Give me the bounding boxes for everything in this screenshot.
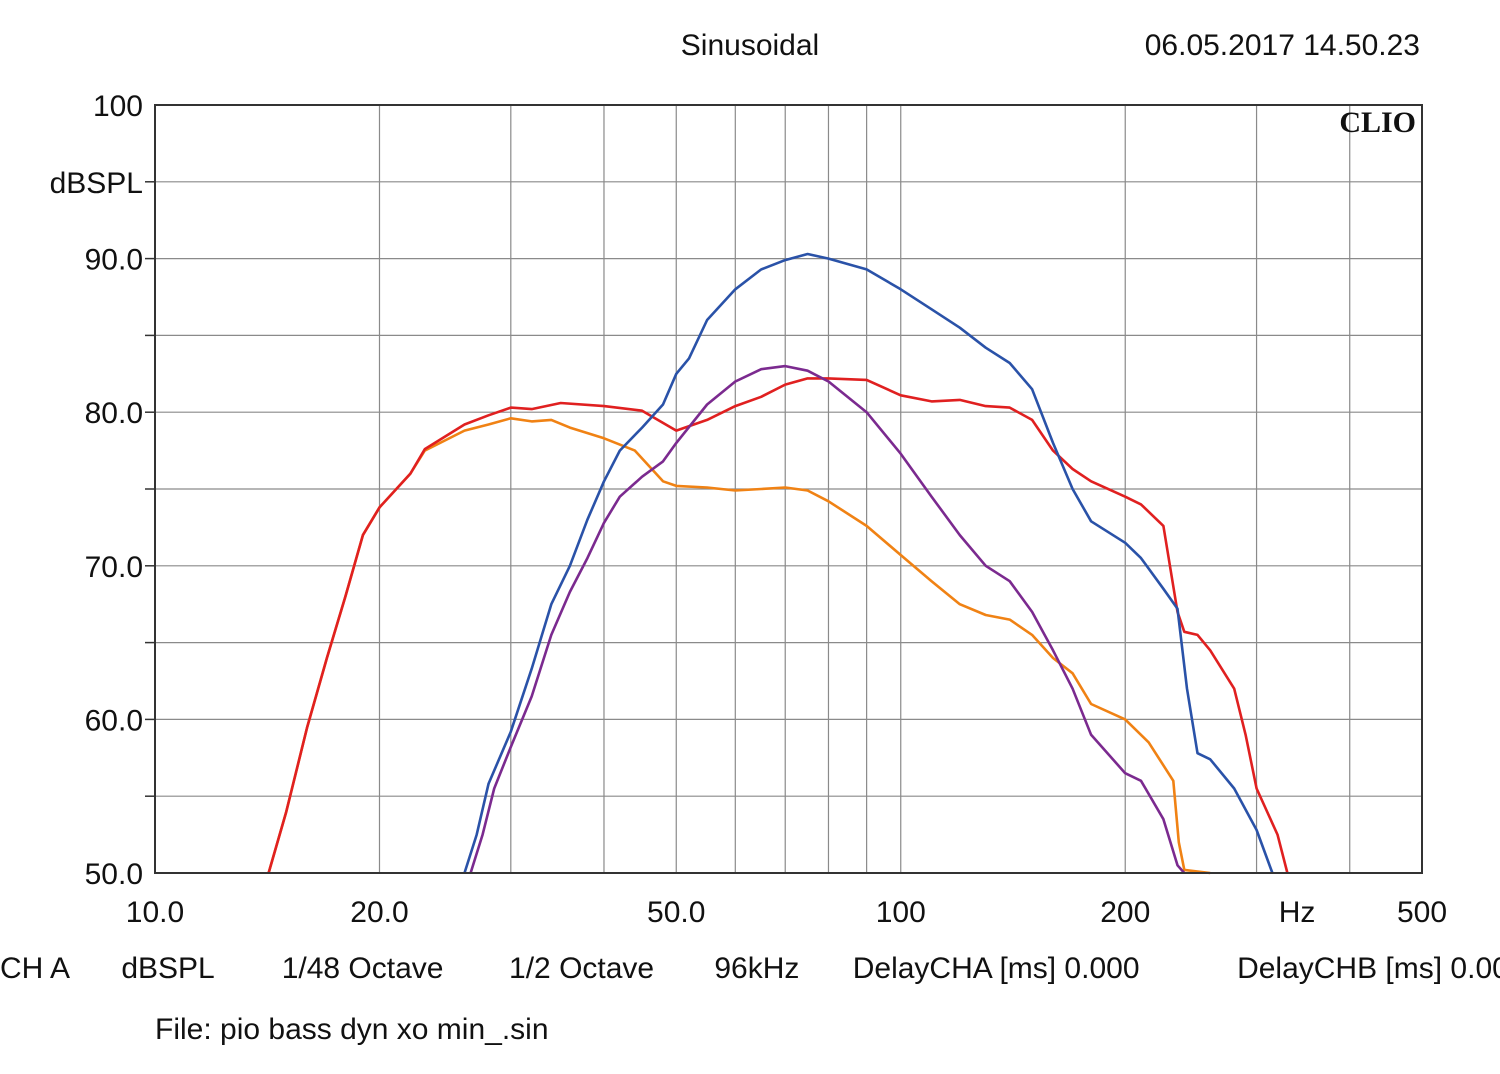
delay-b-label: DelayCHB [ms] 0.000 — [1237, 952, 1500, 985]
response-curve-2 — [267, 377, 1289, 874]
y-tick-label: dBSPL — [50, 167, 143, 200]
x-tick-label: Hz — [1279, 896, 1316, 929]
y-tick-label: 60.0 — [85, 704, 143, 737]
x-axis-tick-labels: 10.0 20.0 50.0 100 200 Hz 500 — [126, 896, 1447, 929]
x-tick-label: 10.0 — [126, 896, 184, 929]
series-group — [267, 252, 1289, 875]
file-name: File: pio bass dyn xo min_.sin — [155, 1013, 549, 1046]
plot-frame — [154, 104, 1423, 874]
measurement-settings: CH A dBSPL 1/48 Octave 1/2 Octave 96kHz … — [0, 952, 1500, 986]
measurement-datetime: 06.05.2017 14.50.23 — [1145, 29, 1420, 62]
delay-a-label: DelayCHA [ms] 0.000 — [852, 952, 1140, 985]
grid — [145, 105, 1422, 873]
response-curve-4 — [469, 364, 1186, 874]
y-tick-label: 50.0 — [85, 858, 143, 891]
x-tick-label: 100 — [876, 896, 926, 929]
response-curve-3 — [463, 252, 1274, 874]
y-tick-label: 80.0 — [85, 397, 143, 430]
clio-logo: CLIO — [1339, 106, 1416, 139]
y-tick-label: 90.0 — [85, 244, 143, 277]
x-tick-label: 200 — [1100, 896, 1150, 929]
sample-rate-label: 96kHz — [714, 952, 800, 985]
smoothing-label: 1/2 Octave — [509, 952, 655, 985]
y-axis-tick-labels: 100 dBSPL 90.0 80.0 70.0 60.0 50.0 — [50, 90, 143, 891]
unit-label: dBSPL — [121, 952, 215, 985]
chart-mode-title: Sinusoidal — [681, 29, 819, 62]
channel-label: CH A — [0, 952, 71, 985]
y-tick-label: 100 — [93, 90, 143, 123]
frequency-response-chart: Sinusoidal 06.05.2017 14.50.23 CLIO 100 d… — [50, 29, 1447, 929]
x-tick-label: 20.0 — [350, 896, 408, 929]
resolution-label: 1/48 Octave — [281, 952, 444, 985]
x-tick-label: 500 — [1397, 896, 1447, 929]
y-tick-label: 70.0 — [85, 551, 143, 584]
x-tick-label: 50.0 — [647, 896, 705, 929]
response-curve-1 — [267, 417, 1211, 875]
